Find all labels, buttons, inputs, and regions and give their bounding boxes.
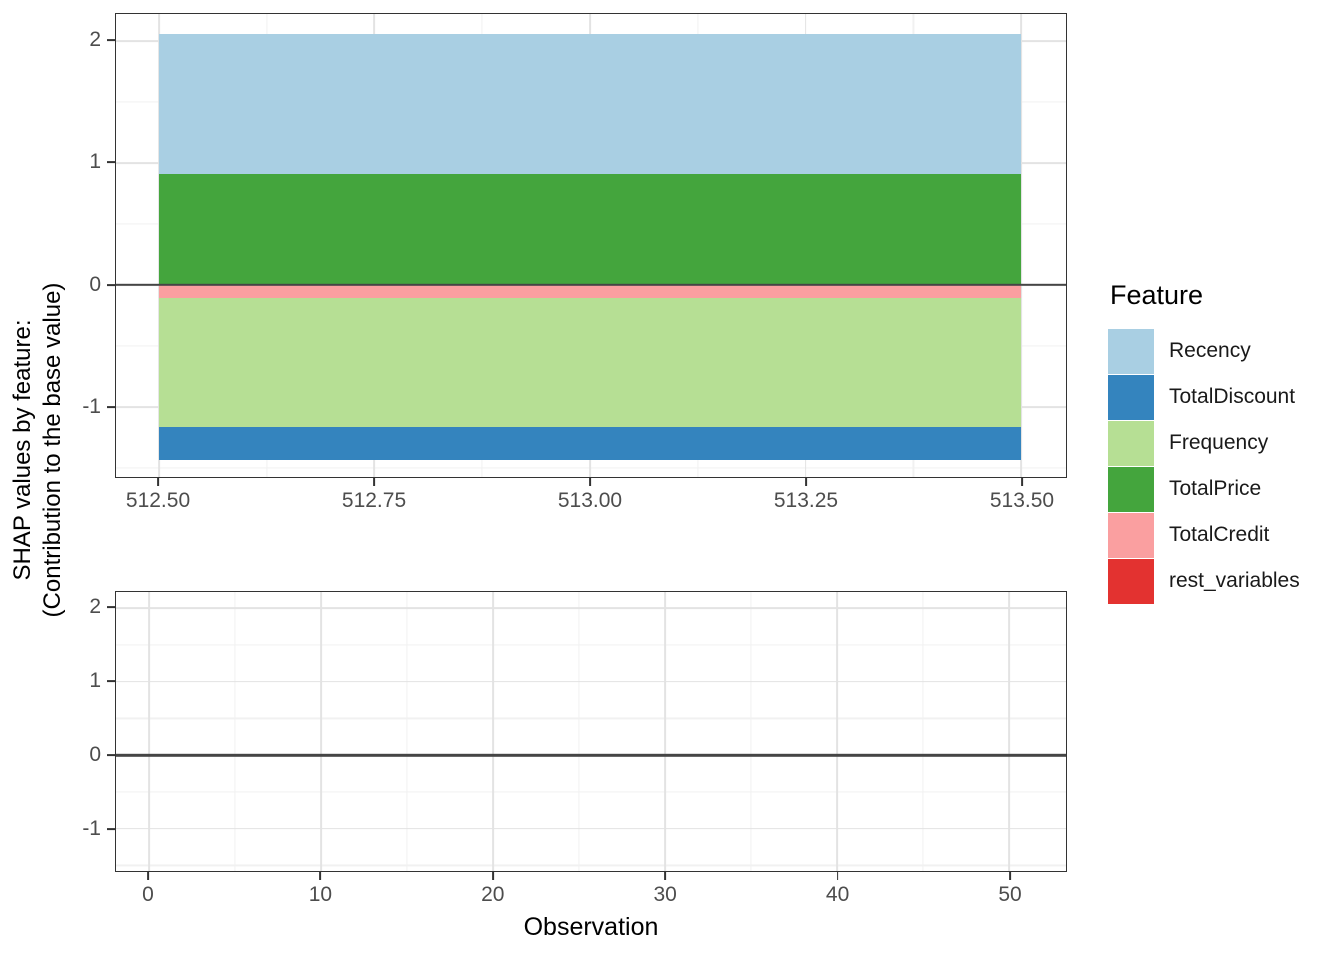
x-axis-tick-label: 513.50: [989, 489, 1055, 512]
y-axis-tick: [107, 406, 115, 409]
gridline-major-horizontal: [116, 827, 1066, 830]
y-axis-tick-label: 0: [89, 272, 101, 296]
area-band-totaldiscount: [158, 427, 1022, 461]
x-axis-tick-label: 10: [308, 883, 333, 906]
y-axis-tick: [107, 39, 115, 41]
y-axis-tick-label: 2: [89, 595, 101, 619]
legend-items: Recency TotalDiscount Frequency TotalPrice T…: [1108, 328, 1300, 604]
y-axis-tick: [107, 284, 115, 286]
x-axis-tick-label: 0: [142, 883, 154, 906]
x-axis-tick-label: 512.75: [341, 489, 407, 512]
gridline-minor-horizontal: [116, 717, 1066, 719]
gridline-minor-vertical: [406, 592, 408, 871]
legend-item-label: TotalPrice: [1169, 477, 1262, 500]
legend-item-label: TotalDiscount: [1169, 385, 1296, 408]
y-axis-tick-label: 0: [89, 743, 101, 767]
legend-item: Frequency: [1108, 420, 1300, 466]
gridline-minor-vertical: [578, 592, 580, 871]
y-axis-tick: [107, 161, 115, 164]
zero-reference-line: [116, 753, 1066, 757]
x-axis-tick: [1009, 872, 1011, 880]
gridline-major-vertical: [1008, 592, 1011, 871]
legend-item: TotalCredit: [1108, 512, 1300, 558]
y-axis-tick: [107, 828, 115, 831]
zero-reference-line: [116, 283, 1066, 286]
legend-key-swatch: [1108, 374, 1154, 420]
x-axis-tick-label: 20: [481, 883, 505, 906]
y-axis-tick-label: -1: [82, 817, 101, 841]
y-axis-title-line2: (Contribution to the base value): [39, 282, 66, 618]
legend-title: Feature: [1110, 280, 1204, 310]
legend-key-swatch: [1108, 328, 1154, 374]
legend-item-label: TotalCredit: [1169, 523, 1270, 546]
gridline-major-vertical: [836, 592, 838, 871]
x-axis-tick: [589, 478, 591, 486]
legend: Feature Recency TotalDiscount Frequency Tot…: [1108, 280, 1300, 604]
x-axis-tick-label: 40: [825, 883, 850, 906]
gridline-major-vertical: [664, 592, 666, 871]
y-axis-tick-label: -1: [82, 395, 101, 419]
y-axis-tick-label: 1: [89, 669, 101, 693]
y-axis-tick: [107, 606, 115, 609]
top-panel-plot-area: [115, 13, 1067, 478]
y-axis-tick-label: 1: [89, 150, 101, 174]
x-axis-title: Observation: [523, 913, 659, 941]
legend-item-label: Recency: [1169, 339, 1251, 362]
legend-item-label: rest_variables: [1169, 569, 1300, 592]
gridline-major-vertical: [492, 592, 494, 871]
x-axis-tick: [319, 872, 322, 880]
x-axis-tick-label: 30: [653, 883, 677, 906]
legend-item: Recency: [1108, 328, 1300, 374]
gridline-minor-horizontal: [116, 791, 1066, 793]
legend-item: rest_variables: [1108, 558, 1300, 604]
y-axis-title: SHAP values by feature: (Contribution to…: [0, 35, 83, 865]
legend-key-swatch: [1108, 558, 1154, 604]
x-axis-tick: [805, 478, 807, 486]
x-axis-tick: [664, 872, 667, 880]
top-panel: 512.50 512.75 513.00 513.25 513.50 2 1 0 -1: [82, 13, 1067, 512]
legend-key-swatch: [1108, 420, 1154, 466]
gridline-minor-vertical: [922, 592, 924, 871]
x-axis-tick: [147, 872, 149, 880]
x-axis-tick: [157, 478, 159, 486]
x-axis-tick: [491, 872, 494, 880]
legend-item-label: Frequency: [1169, 431, 1269, 454]
legend-item: TotalPrice: [1108, 466, 1300, 512]
gridline-minor-horizontal: [116, 644, 1066, 646]
y-axis-tick: [107, 754, 115, 757]
bottom-panel: 0 10 20 30 40 50 2 1 0 -1: [82, 591, 1067, 906]
legend-key-swatch: [1108, 512, 1154, 558]
gridline-major-vertical: [320, 592, 322, 871]
gridline-minor-vertical: [750, 592, 752, 871]
x-axis-tick-label: 50: [998, 883, 1022, 906]
legend-item: TotalDiscount: [1108, 374, 1300, 420]
gridline-major-horizontal: [116, 680, 1066, 683]
x-axis-tick-label: 513.00: [557, 489, 623, 512]
x-axis-tick: [836, 872, 839, 880]
gridline-minor-horizontal: [116, 864, 1066, 866]
x-axis-tick: [1021, 478, 1023, 486]
area-band-frequency: [158, 298, 1022, 428]
x-axis-tick-label: 512.50: [125, 489, 191, 512]
area-band-totalcredit: [158, 284, 1022, 299]
x-axis-tick: [373, 478, 375, 486]
gridline-major-vertical: [1020, 14, 1022, 477]
gridline-minor-horizontal: [116, 467, 1066, 469]
area-band-totalprice: [158, 173, 1022, 285]
gridline-minor-vertical: [234, 592, 236, 871]
y-axis-title-line1: SHAP values by feature:: [9, 319, 36, 581]
gridline-major-vertical: [148, 592, 150, 871]
bottom-panel-plot-area: [115, 591, 1067, 872]
legend-key-swatch: [1108, 466, 1154, 512]
x-axis-tick-label: 513.25: [773, 489, 839, 512]
gridline-major-horizontal: [116, 607, 1066, 610]
y-axis-tick: [107, 680, 115, 683]
y-axis-tick-label: 2: [89, 27, 101, 51]
area-band-recency: [158, 33, 1022, 174]
